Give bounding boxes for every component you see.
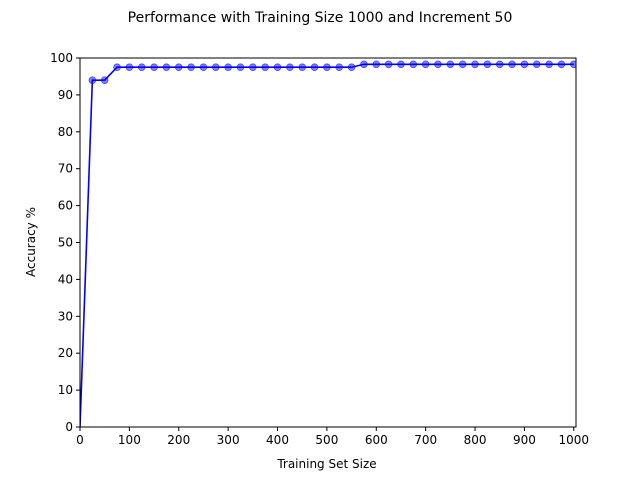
y-tick-label: 10 xyxy=(58,383,73,397)
x-tick-label: 900 xyxy=(513,433,536,447)
data-point xyxy=(286,63,294,72)
x-tick-label: 300 xyxy=(217,433,240,447)
y-tick-label: 70 xyxy=(58,162,73,176)
data-point xyxy=(557,60,566,69)
chart-title: Performance with Training Size 1000 and … xyxy=(128,10,513,26)
y-tick-label: 90 xyxy=(58,88,73,102)
data-point xyxy=(397,60,405,69)
data-point xyxy=(471,60,479,69)
data-point xyxy=(224,63,232,72)
x-tick-label: 0 xyxy=(76,433,84,447)
data-point xyxy=(125,63,134,72)
plot-frame xyxy=(79,57,577,428)
x-tick-label: 500 xyxy=(315,433,338,447)
y-tick-label: 0 xyxy=(65,420,73,434)
data-point xyxy=(273,63,282,72)
data-point xyxy=(199,63,208,72)
data-point xyxy=(446,60,455,69)
x-tick-label: 400 xyxy=(266,433,289,447)
data-point xyxy=(150,63,158,72)
data-point xyxy=(335,63,344,72)
y-tick-label: 100 xyxy=(50,51,73,65)
data-point xyxy=(298,63,307,72)
data-point xyxy=(569,60,576,69)
y-tick-label: 60 xyxy=(58,199,73,213)
data-point xyxy=(187,63,195,72)
series-line xyxy=(80,63,574,427)
data-point xyxy=(113,63,121,72)
y-tick-label: 30 xyxy=(58,309,73,323)
data-point xyxy=(174,63,183,72)
x-tick-label: 800 xyxy=(464,433,487,447)
x-tick-label: 200 xyxy=(167,433,190,447)
data-point xyxy=(508,60,516,69)
data-point xyxy=(137,63,146,72)
data-point xyxy=(458,60,467,69)
data-point xyxy=(372,60,381,69)
data-point xyxy=(384,60,393,69)
data-point xyxy=(421,60,430,69)
data-point xyxy=(88,76,97,84)
y-axis-label: Accuracy % xyxy=(24,207,38,277)
data-point xyxy=(162,63,171,72)
x-axis-label: Training Set Size xyxy=(276,457,376,471)
x-tick-label: 600 xyxy=(365,433,388,447)
x-tick-label: 1000 xyxy=(559,433,590,447)
data-point xyxy=(409,60,418,69)
data-point xyxy=(211,63,220,72)
y-tick-label: 40 xyxy=(58,272,73,286)
data-point xyxy=(532,60,541,69)
data-point xyxy=(483,60,492,69)
x-tick-label: 700 xyxy=(414,433,437,447)
data-point xyxy=(310,63,319,72)
x-tick-label: 100 xyxy=(118,433,141,447)
data-point xyxy=(347,63,356,72)
data-point xyxy=(434,60,442,69)
data-point xyxy=(249,63,257,72)
y-tick-label: 20 xyxy=(58,346,73,360)
data-point xyxy=(495,60,504,69)
data-point xyxy=(360,60,368,69)
y-tick-label: 50 xyxy=(58,236,73,250)
y-tick-label: 80 xyxy=(58,125,73,139)
data-point xyxy=(545,60,553,69)
data-point xyxy=(100,76,109,84)
data-point xyxy=(261,63,269,72)
data-point xyxy=(236,63,245,72)
data-point xyxy=(323,63,331,72)
data-point xyxy=(520,60,529,69)
